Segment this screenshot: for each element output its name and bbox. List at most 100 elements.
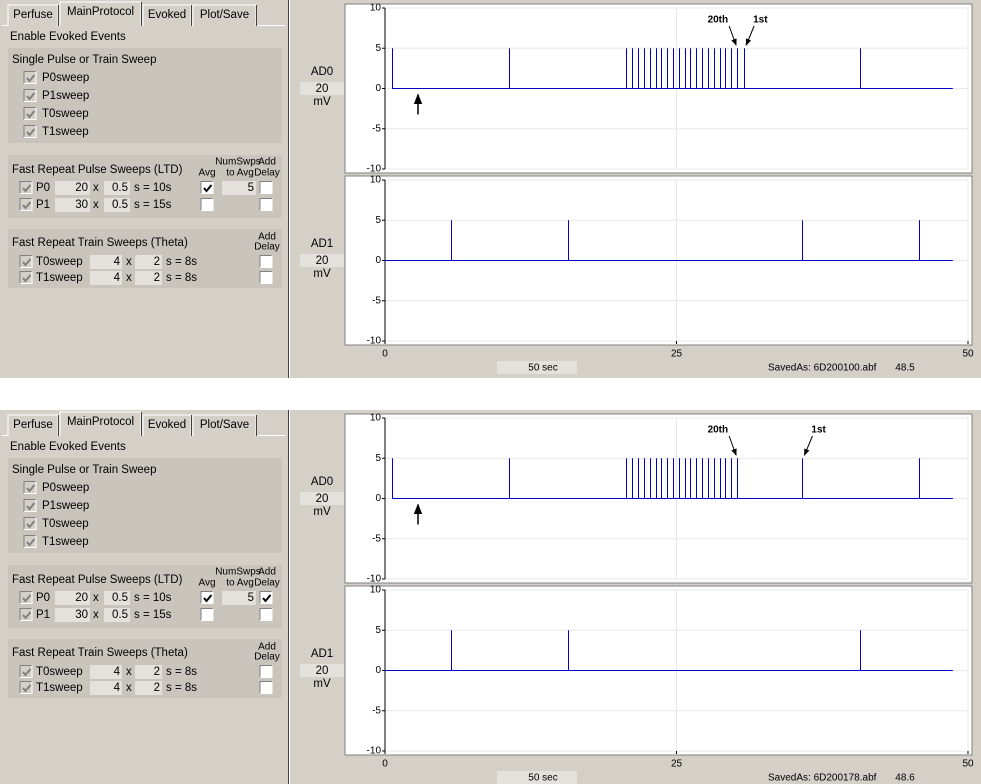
checkbox-edge — [20, 591, 33, 604]
checkbox-label: P1sweep — [42, 90, 89, 102]
checkbox[interactable] — [24, 499, 36, 512]
checkbox[interactable] — [24, 535, 36, 548]
input-field[interactable] — [90, 681, 122, 695]
gain-field — [300, 254, 344, 267]
input-field[interactable] — [55, 608, 90, 622]
checkbox[interactable] — [260, 608, 272, 621]
checkbox[interactable] — [260, 255, 272, 268]
checkbox[interactable] — [260, 591, 272, 604]
column-header: Avg — [198, 168, 215, 179]
input-field[interactable] — [222, 591, 256, 605]
check-mark — [26, 538, 36, 547]
checkbox[interactable] — [20, 591, 32, 604]
input-field[interactable] — [135, 255, 162, 269]
checkbox-edge — [20, 181, 33, 194]
checkbox[interactable] — [260, 681, 272, 694]
saved-as: SavedAs: 6D200100.abf — [768, 363, 877, 374]
channel-label: AD1 — [311, 238, 333, 250]
checkbox[interactable] — [24, 89, 36, 102]
checkbox[interactable] — [24, 125, 36, 138]
field-value: 20 — [75, 182, 88, 194]
field-value: 2 — [154, 666, 160, 678]
checkbox-edge — [23, 499, 36, 512]
tab-label: MainProtocol — [67, 416, 134, 428]
tab-label: Perfuse — [13, 9, 53, 21]
checkbox[interactable] — [20, 255, 32, 268]
checkbox-edge — [20, 271, 33, 284]
tab-label: Perfuse — [13, 419, 53, 431]
y-tick-label: 10 — [370, 3, 382, 14]
input-field[interactable] — [135, 665, 162, 679]
checkbox-edge — [259, 681, 272, 694]
input-field[interactable] — [222, 181, 256, 195]
checkbox[interactable] — [260, 665, 272, 678]
input-field[interactable] — [104, 608, 130, 622]
checkbox[interactable] — [20, 181, 32, 194]
tab-label: Plot/Save — [200, 419, 249, 431]
input-field[interactable] — [90, 665, 122, 679]
column-header: Add — [258, 232, 276, 243]
checkbox-edge — [259, 665, 272, 678]
checkbox[interactable] — [201, 198, 213, 211]
row-label: T1sweep — [36, 682, 83, 694]
checkbox[interactable] — [20, 608, 32, 621]
field-value: 4 — [114, 666, 121, 678]
input-field[interactable] — [135, 681, 162, 695]
checkbox[interactable] — [260, 181, 272, 194]
input-field[interactable] — [55, 591, 90, 605]
row-label: P0 — [36, 182, 50, 194]
checkbox-edge — [19, 608, 32, 621]
checkbox-edge — [259, 181, 272, 194]
input-field[interactable] — [90, 271, 122, 285]
checkbox[interactable] — [20, 271, 32, 284]
annotation: 20th — [708, 15, 729, 26]
group-title: Fast Repeat Pulse Sweeps (LTD) — [12, 164, 183, 176]
y-tick-label: -5 — [372, 533, 381, 544]
input-field[interactable] — [104, 591, 130, 605]
checkbox[interactable] — [201, 608, 213, 621]
y-tick-label: -10 — [367, 746, 382, 757]
group-box — [8, 48, 282, 143]
input-field[interactable] — [104, 181, 130, 195]
input-field[interactable] — [55, 181, 90, 195]
panel: Perfuse MainProtocol Evoked Plot/Save Enable… — [0, 410, 981, 784]
duration: s = 15s — [134, 609, 172, 621]
annotation-arrow — [728, 25, 737, 46]
checkbox-edge — [260, 681, 273, 694]
y-tick-label: -5 — [372, 295, 381, 306]
input-field[interactable] — [104, 198, 130, 212]
checkbox[interactable] — [20, 198, 32, 211]
checkbox[interactable] — [260, 271, 272, 284]
checkbox-edge — [19, 271, 32, 284]
checkbox[interactable] — [260, 198, 272, 211]
gain-field — [300, 82, 344, 95]
check-mark — [22, 668, 32, 677]
check-mark — [26, 484, 36, 493]
checkbox-label: T0sweep — [42, 518, 89, 530]
checkbox[interactable] — [201, 591, 213, 604]
input-field[interactable] — [55, 198, 90, 212]
checkbox-edge — [23, 535, 36, 548]
annotation-arrow — [745, 25, 755, 46]
checkbox-edge — [23, 481, 36, 494]
checkbox-edge — [20, 608, 33, 621]
checkbox-edge — [19, 181, 32, 194]
checkbox[interactable] — [201, 181, 213, 194]
checkbox[interactable] — [20, 665, 32, 678]
y-tick-label: -10 — [367, 574, 382, 585]
field-value: 0.5 — [112, 182, 128, 194]
input-field[interactable] — [90, 255, 122, 269]
input-field[interactable] — [135, 271, 162, 285]
checkbox[interactable] — [24, 481, 36, 494]
checkbox[interactable] — [24, 517, 36, 530]
group-title: Fast Repeat Train Sweeps (Theta) — [12, 237, 188, 249]
row-label: P1 — [36, 199, 50, 211]
checkbox[interactable] — [24, 107, 36, 120]
checkbox[interactable] — [24, 71, 36, 84]
saved-as: SavedAs: 6D200178.abf — [768, 773, 877, 784]
times-sign: x — [93, 592, 99, 604]
checkbox[interactable] — [20, 681, 32, 694]
section-label: Enable Evoked Events — [10, 441, 126, 453]
